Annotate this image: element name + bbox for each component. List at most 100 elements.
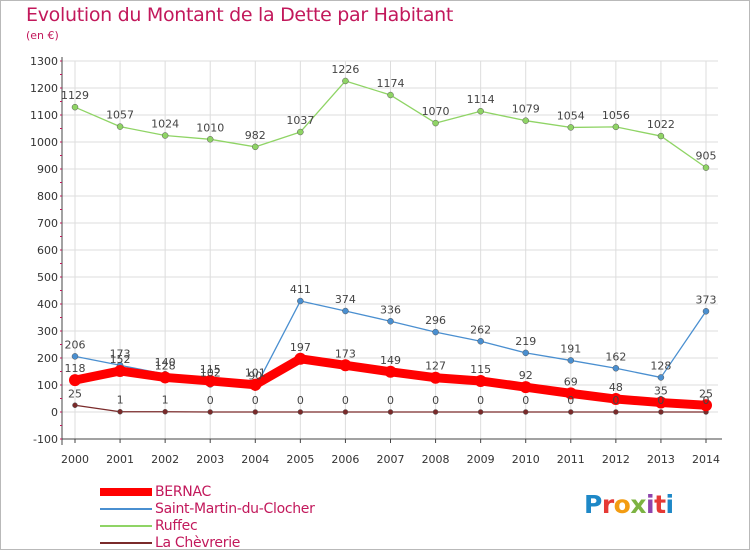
data-point-chevrerie: [477, 409, 484, 415]
x-tick-label: 2003: [196, 453, 224, 466]
data-label-ruffec: 1037: [286, 114, 314, 127]
data-point-chevrerie: [207, 409, 213, 415]
data-point-bernac: [700, 399, 712, 412]
y-tick-label: 500: [37, 271, 58, 284]
data-point-ruffec: [161, 132, 169, 139]
data-point-ruffec: [206, 136, 214, 143]
data-label-saint-martin: 191: [560, 342, 581, 355]
data-point-ruffec: [522, 117, 529, 124]
data-point-ruffec: [387, 91, 394, 99]
data-label-chevrerie: 0: [432, 394, 439, 407]
data-point-bernac: [429, 371, 442, 384]
data-label-ruffec: 982: [245, 129, 266, 142]
x-tick-label: 2011: [557, 453, 585, 466]
data-point-ruffec: [252, 143, 259, 151]
legend-label-ruffec: Ruffec: [155, 518, 198, 534]
data-point-bernac: [159, 371, 172, 384]
data-point-chevrerie: [162, 408, 168, 415]
x-tick-label: 2002: [151, 453, 179, 466]
data-label-ruffec: 1024: [151, 118, 179, 131]
y-tick-label: 1000: [30, 136, 58, 149]
data-label-bernac: 128: [155, 359, 176, 372]
data-point-saint-martin: [702, 308, 710, 315]
data-label-chevrerie: 0: [207, 394, 214, 407]
data-label-chevrerie: 0: [342, 394, 349, 407]
data-label-saint-martin: 411: [290, 283, 311, 296]
data-label-chevrerie: 0: [567, 394, 574, 407]
data-label-saint-martin: 162: [605, 350, 626, 363]
x-tick-label: 2006: [331, 453, 359, 466]
y-tick-label: 1100: [30, 109, 58, 122]
data-label-ruffec: 1079: [512, 103, 540, 116]
data-label-ruffec: 1174: [377, 77, 405, 90]
data-point-chevrerie: [72, 402, 78, 408]
data-point-saint-martin: [387, 318, 394, 325]
data-point-bernac: [249, 378, 262, 391]
data-label-ruffec: 1057: [106, 109, 134, 122]
data-point-ruffec: [297, 128, 304, 136]
y-tick-label: 1200: [30, 82, 58, 95]
y-tick-label: 200: [37, 352, 58, 365]
data-point-chevrerie: [658, 409, 664, 415]
data-label-ruffec: 1010: [196, 121, 224, 134]
data-label-bernac: 173: [335, 347, 356, 360]
data-point-saint-martin: [297, 297, 304, 305]
legend-label-chevrerie: La Chèvrerie: [155, 535, 241, 551]
data-point-bernac: [114, 364, 127, 377]
data-label-saint-martin: 90: [248, 370, 262, 383]
data-label-bernac: 118: [65, 362, 86, 375]
data-label-saint-martin: 173: [110, 347, 131, 360]
data-point-bernac: [609, 393, 622, 406]
data-point-bernac: [69, 374, 81, 387]
data-label-chevrerie: 0: [612, 394, 619, 407]
data-label-ruffec: 1056: [602, 109, 630, 122]
data-label-chevrerie: 0: [297, 394, 304, 407]
data-label-ruffec: 1022: [647, 118, 675, 131]
x-tick-label: 2010: [512, 453, 540, 466]
y-tick-label: 100: [37, 379, 58, 392]
y-tick-label: 900: [37, 163, 58, 176]
data-point-saint-martin: [522, 349, 529, 357]
data-label-chevrerie: 0: [387, 394, 394, 407]
data-label-bernac: 197: [290, 341, 311, 354]
chart-title: Evolution du Montant de la Dette par Hab…: [26, 4, 454, 26]
data-label-saint-martin: 336: [380, 303, 401, 316]
data-point-saint-martin: [432, 328, 439, 336]
data-label-bernac: 69: [564, 375, 578, 388]
proxiti-logo: Proxiti: [584, 490, 674, 519]
data-label-chevrerie: 0: [477, 394, 484, 407]
data-label-bernac: 101: [245, 367, 266, 380]
data-label-bernac: 149: [380, 354, 401, 367]
data-label-ruffec: 1114: [467, 93, 495, 106]
data-label-saint-martin: 140: [155, 356, 176, 369]
data-point-ruffec: [477, 107, 484, 115]
data-label-bernac: 92: [519, 369, 533, 382]
x-tick-label: 2000: [61, 453, 89, 466]
x-tick-label: 2008: [422, 453, 450, 466]
data-point-bernac: [519, 381, 532, 394]
data-point-bernac: [384, 365, 397, 378]
y-tick-label: 0: [51, 406, 58, 419]
data-point-saint-martin: [567, 357, 575, 364]
data-point-chevrerie: [342, 409, 349, 415]
chart-subtitle: (en €): [26, 29, 59, 42]
data-point-bernac: [339, 359, 352, 372]
data-point-ruffec: [567, 124, 575, 131]
data-point-bernac: [564, 387, 577, 400]
y-tick-label: 1300: [30, 55, 58, 68]
data-label-saint-martin: 128: [650, 359, 671, 372]
data-point-saint-martin: [71, 353, 79, 360]
data-point-ruffec: [342, 77, 349, 85]
data-point-ruffec: [657, 132, 665, 140]
data-point-ruffec: [702, 164, 710, 171]
data-point-ruffec: [71, 103, 79, 111]
data-point-saint-martin: [342, 307, 349, 315]
x-tick-label: 2001: [106, 453, 134, 466]
data-label-chevrerie: 0: [703, 394, 710, 407]
data-label-chevrerie: 25: [68, 387, 82, 400]
data-label-saint-martin: 102: [200, 366, 221, 379]
x-tick-label: 2007: [377, 453, 405, 466]
data-label-ruffec: 1226: [331, 63, 359, 76]
